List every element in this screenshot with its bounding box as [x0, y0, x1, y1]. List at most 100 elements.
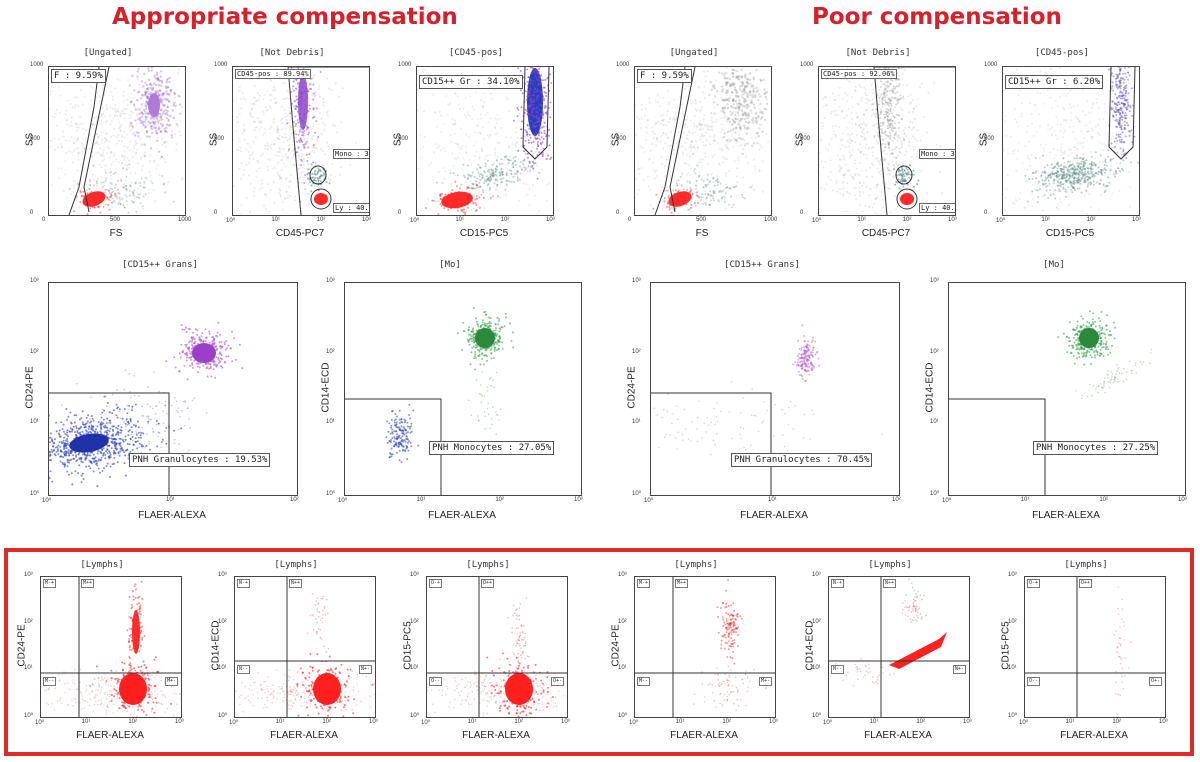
y-tick-label: 10²	[218, 619, 227, 625]
dot-plot-panel: [Lymphs] N-+ N++ N-- N+- FLAER-ALEXA CD14-ECD 1…	[206, 560, 386, 750]
population-cloud	[693, 665, 767, 711]
y-tick-label: 500	[800, 136, 810, 142]
x-tick-label: 10¹	[166, 497, 175, 503]
x-tick-label: 10¹	[768, 497, 777, 503]
x-tick-label: 10³	[175, 719, 184, 725]
x-tick-label: 10⁰	[1019, 719, 1028, 726]
gate-label: F : 9.59%	[51, 69, 106, 83]
y-tick-label: 1000	[616, 62, 629, 68]
scatter-svg	[233, 67, 369, 215]
x-tick-label: 10²	[916, 719, 925, 725]
dot-plot-panel: [Lymphs] M-+ M++ M-- M+- FLAER-ALEXA CD24-PE 10…	[12, 560, 192, 750]
y-tick-label: 10¹	[218, 665, 227, 671]
y-tick-label: 1000	[30, 62, 43, 68]
plot-area: M-+ M++ M-- M+-	[634, 576, 776, 718]
x-axis-label: FLAER-ALEXA	[234, 730, 374, 741]
population-cloud	[486, 652, 554, 717]
gate-label: CD15++ Gr : 6.20%	[1005, 75, 1103, 89]
gate-label: F : 9.59%	[637, 69, 692, 83]
x-tick-label: 10⁰	[226, 217, 235, 224]
dot-plot-panel: [Mo] PNH Monocytes : 27.05% FLAER-ALEXA CD1…	[314, 260, 586, 530]
panel-title: [CD15++ Grans]	[620, 260, 904, 270]
x-tick-label: 10³	[561, 719, 570, 725]
population-cloud	[296, 653, 373, 717]
scatter-svg	[1003, 67, 1139, 215]
y-tick-label: 10¹	[410, 665, 419, 671]
y-tick-label: 10¹	[30, 419, 39, 425]
y-tick-label: 10¹	[1008, 665, 1017, 671]
population-core	[192, 343, 216, 363]
gate-label: Mono : 3.58%	[333, 149, 370, 159]
plot-area: PNH Granulocytes : 19.53%	[48, 282, 298, 496]
x-tick-label: 10¹	[276, 719, 285, 725]
x-tick-label: 10⁰	[410, 217, 419, 224]
population-cloud	[49, 396, 182, 488]
y-tick-label: 500	[616, 136, 626, 142]
y-tick-label: 10³	[24, 572, 33, 578]
heading-poor-compensation: Poor compensation	[812, 4, 1062, 30]
y-tick-label: 10¹	[930, 419, 939, 425]
quadrant-label: M+-	[759, 677, 772, 686]
y-tick-label: 500	[30, 136, 40, 142]
y-tick-label: 0	[800, 210, 803, 216]
population-core	[148, 93, 160, 117]
x-tick-label: 1000	[764, 217, 777, 223]
panel-title: [Lymphs]	[398, 560, 578, 570]
population-core	[1079, 328, 1099, 348]
y-tick-label: 1000	[214, 62, 227, 68]
x-tick-label: 1000	[178, 217, 191, 223]
dot-plot-panel: [Lymphs] O-+ O++ O-- O+- FLAER-ALEXA CD15-PC5 1…	[996, 560, 1176, 750]
x-tick-label: 10¹	[271, 217, 280, 223]
y-tick-label: 10¹	[618, 665, 627, 671]
y-tick-label: 1000	[984, 62, 997, 68]
x-tick-label: 10²	[495, 497, 504, 503]
quadrant-label: N-+	[831, 579, 844, 588]
y-tick-label: 500	[398, 136, 408, 142]
y-tick-label: 10³	[326, 278, 335, 284]
x-axis-label: FLAER-ALEXA	[1024, 730, 1164, 741]
x-tick-label: 10¹	[417, 497, 426, 503]
y-tick-label: 10⁰	[930, 490, 939, 497]
quadrant-label: O--	[1027, 677, 1040, 686]
population-cloud	[717, 579, 743, 665]
heading-appropriate-compensation: Appropriate compensation	[112, 4, 458, 30]
y-tick-label: 10⁰	[1008, 712, 1017, 719]
y-tick-label: 10⁰	[410, 712, 419, 719]
population-cloud	[425, 181, 492, 215]
y-tick-label: 10⁰	[218, 712, 227, 719]
population-cloud	[902, 578, 927, 622]
population-cloud	[1003, 67, 1139, 215]
x-tick-label: 10⁰	[942, 497, 951, 504]
quadrant-label: N++	[883, 579, 896, 588]
plot-area: O-+ O++ O-- O+-	[426, 576, 568, 718]
gate-label: PNH Granulocytes : 70.45%	[731, 453, 872, 467]
x-tick-label: 10³	[1132, 217, 1141, 223]
y-tick-label: 10²	[618, 619, 627, 625]
plot-area: CD45-pos : 89.94%Mono : 3.58%Ly : 40.10%	[232, 66, 370, 216]
y-tick-label: 10⁰	[24, 712, 33, 719]
gate-label: CD45-pos : 89.94%	[235, 69, 311, 79]
quadrant-label: N--	[831, 665, 844, 674]
dot-plot-panel: [CD15++ Grans] PNH Granulocytes : 70.45% F…	[620, 260, 904, 530]
dot-plot-panel: [CD45-pos] CD15++ Gr : 6.20% CD15-PC5 SS 10⁰…	[972, 48, 1152, 258]
y-tick-label: 1000	[398, 62, 411, 68]
y-axis-label: CD24-PE	[611, 606, 622, 686]
scatter-svg	[41, 577, 181, 717]
x-tick-label: 10³	[948, 217, 957, 223]
dot-plot-panel: [Not Debris] CD45-pos : 92.06% Mono : 3.50…	[788, 48, 968, 258]
y-tick-label: 10³	[410, 572, 419, 578]
panel-title: [Mo]	[918, 260, 1190, 270]
x-tick-label: 10²	[1087, 217, 1096, 223]
y-tick-label: 10⁰	[812, 712, 821, 719]
plot-area: N-+ N++ N-- N+-	[234, 576, 376, 718]
plot-area: N-+ N++ N-- N+-	[828, 576, 970, 718]
gate-label: CD15++ Gr : 34.10%	[419, 75, 523, 89]
population-cloud	[1114, 586, 1132, 715]
gate-label: Mono : 3.50%	[919, 149, 956, 159]
panel-title: [Mo]	[314, 260, 586, 270]
quadrant-label: N+-	[953, 665, 966, 674]
population-cloud	[385, 404, 419, 463]
x-tick-label: 10²	[1112, 719, 1121, 725]
x-axis-label: FLAER-ALEXA	[650, 510, 898, 521]
plot-area: PNH Monocytes : 27.05%	[344, 282, 582, 496]
